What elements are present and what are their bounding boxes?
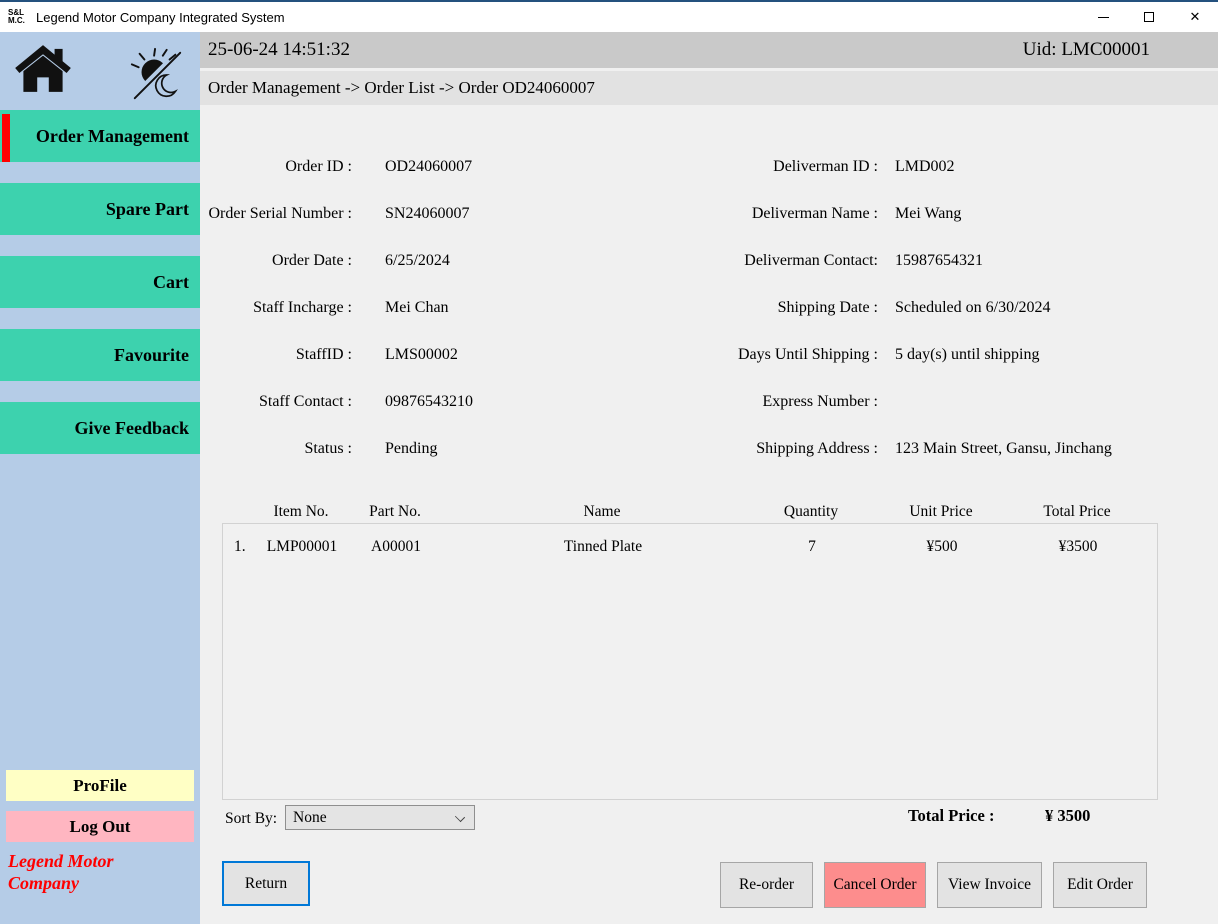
field-value: 09876543210 [385, 392, 473, 410]
field-label: StaffID : [295, 345, 352, 363]
field-value: 6/25/2024 [385, 251, 450, 269]
cell-item-no: LMP00001 [266, 538, 338, 555]
field-value: Pending [385, 439, 438, 457]
field-label: Staff Contact : [258, 392, 352, 410]
items-table-header: Item No. Part No. Name Quantity Unit Pri… [222, 503, 1158, 521]
field-label: Express Number : [762, 392, 878, 410]
column-header: Item No. [273, 503, 329, 520]
cell-row-number: 1. [234, 538, 246, 555]
field-value: 123 Main Street, Gansu, Jinchang [895, 439, 1112, 457]
cell-total-price: ¥3500 [1058, 538, 1098, 555]
field-label: Deliverman Name : [751, 204, 878, 222]
app-logo-line1: S&L [8, 8, 24, 17]
field-value: SN24060007 [385, 204, 470, 222]
titlebar: S&L M.C. Legend Motor Company Integrated… [0, 2, 1218, 32]
sidebar-item-favourite[interactable]: Favourite [0, 329, 200, 381]
sidebar-item-spare-part[interactable]: Spare Part [0, 183, 200, 235]
reorder-button[interactable]: Re-order [720, 862, 813, 908]
view-invoice-button[interactable]: View Invoice [937, 862, 1042, 908]
datetime-text: 25-06-24 14:51:32 [208, 39, 350, 60]
sidebar-item-label: Order Management [35, 125, 189, 146]
sidebar-item-label: Give Feedback [74, 417, 190, 438]
field-value: Mei Wang [895, 204, 962, 222]
company-brand-text: Legend Motor Company [8, 851, 114, 893]
sidebar-item-cart[interactable]: Cart [0, 256, 200, 308]
field-value: Mei Chan [385, 298, 449, 316]
field-label: Days Until Shipping : [737, 345, 878, 363]
close-button[interactable]: ✕ [1189, 9, 1201, 24]
field-value: 5 day(s) until shipping [895, 345, 1040, 363]
field-label: Staff Incharge : [253, 298, 352, 316]
edit-order-button[interactable]: Edit Order [1053, 862, 1147, 908]
field-label: Status : [304, 439, 352, 457]
column-header: Total Price [1043, 503, 1111, 520]
field-value: 15987654321 [895, 251, 983, 269]
cell-part-no: A00001 [371, 538, 421, 555]
order-details: Order ID : OD24060007 Order Serial Number… [200, 105, 1218, 472]
cell-quantity: 7 [808, 538, 816, 555]
header-spacer [222, 503, 260, 521]
maximize-button[interactable] [1126, 2, 1172, 32]
field-label: Shipping Address : [756, 439, 878, 457]
cancel-order-button[interactable]: Cancel Order [824, 862, 926, 908]
table-row[interactable]: 1. LMP00001 A00001 Tinned Plate 7 ¥500 ¥… [223, 538, 1157, 556]
active-indicator [2, 114, 10, 162]
minimize-button[interactable] [1080, 2, 1126, 32]
logout-button[interactable]: Log Out [6, 811, 194, 842]
app-logo-icon: S&L M.C. [8, 6, 30, 28]
field-label: Deliverman ID : [773, 157, 878, 175]
content-area: 25-06-24 14:51:32 Uid: LMC00001 Order Ma… [200, 32, 1218, 924]
sidebar-item-label: Cart [153, 271, 189, 292]
field-label: Order Serial Number : [208, 204, 352, 222]
column-header: Unit Price [909, 503, 973, 520]
sidebar-item-order-management[interactable]: Order Management [0, 110, 200, 162]
field-label: Order Date : [272, 251, 352, 269]
window-controls: ✕ [1080, 2, 1218, 32]
column-header: Name [583, 503, 621, 520]
field-value: OD24060007 [385, 157, 473, 175]
app-logo-line2: M.C. [8, 16, 25, 25]
total-price-label: Total Price : [908, 806, 995, 825]
bar-divider [200, 68, 1218, 71]
total-price-value: ¥ 3500 [1045, 806, 1091, 825]
sidebar-item-give-feedback[interactable]: Give Feedback [0, 402, 200, 454]
field-label: Shipping Date : [777, 298, 878, 316]
field-value: LMS00002 [385, 345, 458, 363]
profile-button[interactable]: ProFile [6, 770, 194, 801]
order-action-buttons: Re-order Cancel Order View Invoice Edit … [720, 862, 1147, 908]
column-header: Quantity [783, 503, 839, 520]
chevron-down-icon [454, 811, 466, 823]
sort-by-dropdown[interactable]: None [285, 805, 475, 830]
sidebar: Order Management Spare Part Cart Favouri… [0, 32, 200, 924]
field-value: Scheduled on 6/30/2024 [895, 298, 1051, 316]
items-table: 1. LMP00001 A00001 Tinned Plate 7 ¥500 ¥… [222, 523, 1158, 800]
breadcrumb: Order Management -> Order List -> Order … [200, 71, 1218, 105]
return-button[interactable]: Return [222, 861, 310, 906]
cell-unit-price: ¥500 [926, 538, 958, 555]
details-left-column: Order ID : OD24060007 Order Serial Number… [200, 143, 650, 472]
details-right-column: Deliverman ID : LMD002 Deliverman Name : M… [708, 143, 1112, 472]
home-icon[interactable] [14, 44, 72, 93]
sort-by-label: Sort By: [225, 810, 278, 827]
status-bar: 25-06-24 14:51:32 Uid: LMC00001 [200, 32, 1218, 68]
column-header: Part No. [369, 503, 421, 520]
uid-text: Uid: LMC00001 [1022, 39, 1150, 60]
window-title: Legend Motor Company Integrated System [36, 9, 285, 25]
field-value: LMD002 [895, 157, 955, 175]
field-label: Deliverman Contact: [744, 251, 878, 269]
sort-by-selected-value: None [293, 808, 327, 826]
sidebar-icon-row [0, 32, 200, 108]
sidebar-item-label: Favourite [114, 344, 189, 365]
theme-toggle-icon[interactable] [126, 46, 188, 104]
sidebar-menu: Order Management Spare Part Cart Favouri… [0, 110, 200, 454]
order-detail-panel: Order ID : OD24060007 Order Serial Number… [200, 105, 1218, 924]
field-label: Order ID : [285, 157, 352, 175]
cell-name: Tinned Plate [563, 538, 643, 555]
sidebar-item-label: Spare Part [105, 198, 189, 219]
